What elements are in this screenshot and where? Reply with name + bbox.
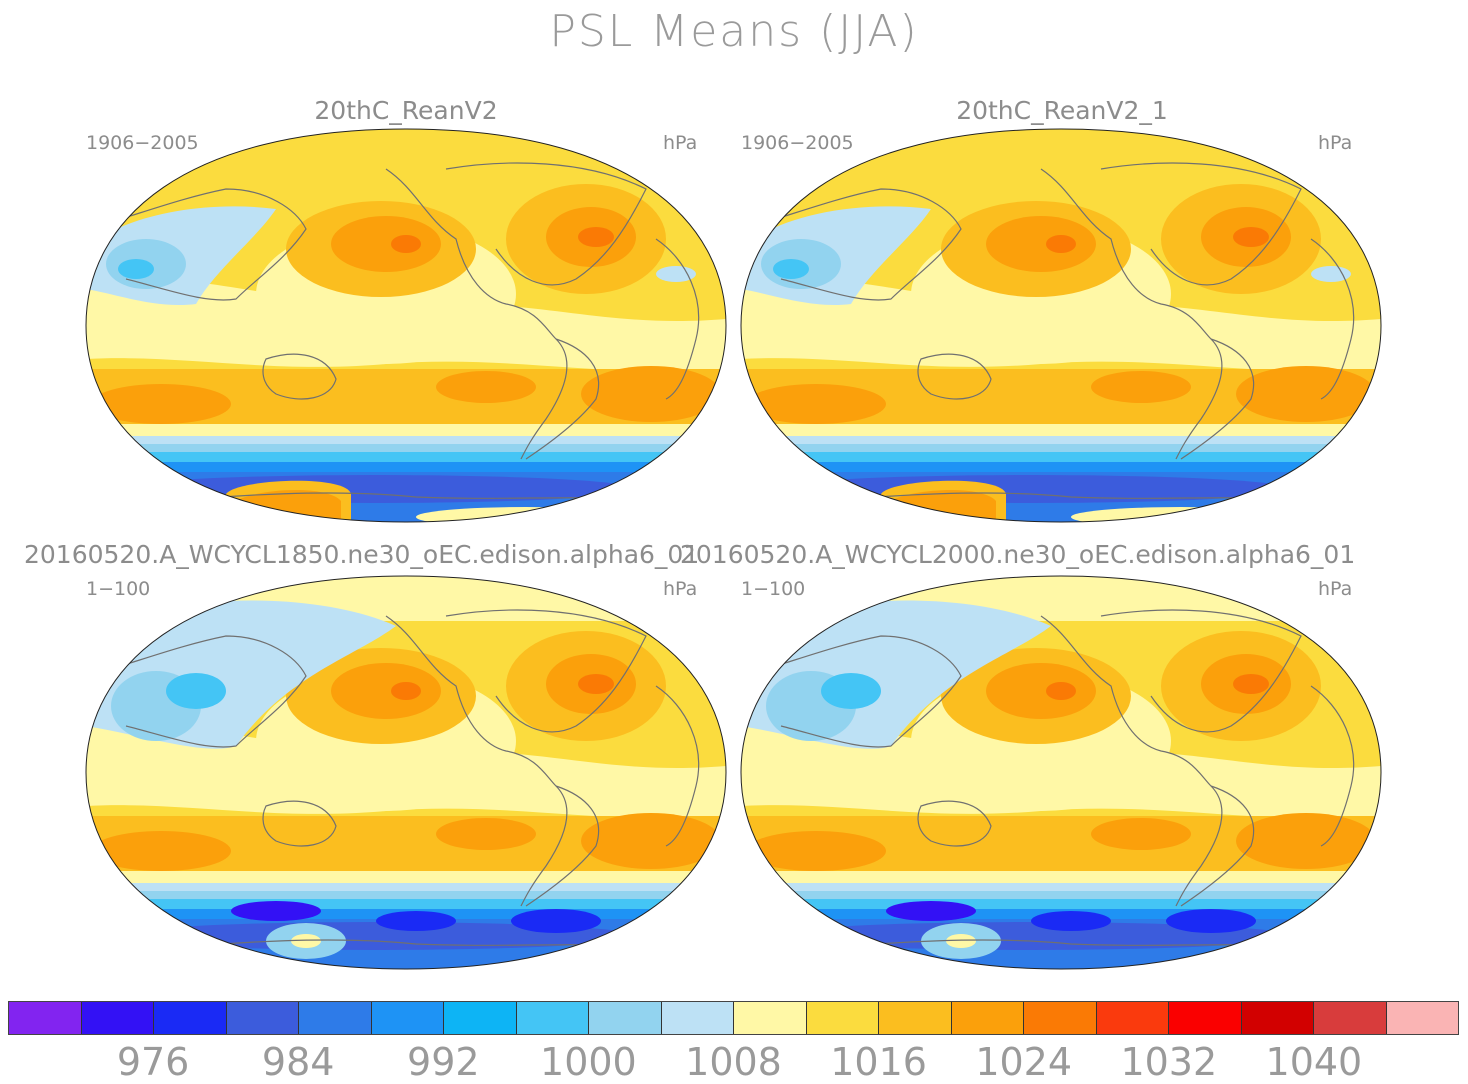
panel-title-2: 20thC_ReanV2_1: [956, 96, 1168, 125]
colorbar-swatch: [9, 1002, 82, 1034]
figure-title: PSL Means (JJA): [549, 6, 919, 57]
colorbar-swatch: [444, 1002, 517, 1034]
panel-title-4: 20160520.A_WCYCL2000.ne30_oEC.edison.alp…: [680, 540, 1356, 569]
panel-units-2: hPa: [1318, 132, 1353, 154]
colorbar-tick-label: 1024: [975, 1040, 1073, 1084]
colorbar: [8, 1001, 1459, 1035]
colorbar-tick-label: 992: [407, 1040, 480, 1084]
panel-units-3: hPa: [663, 578, 698, 600]
colorbar-tick-label: 976: [116, 1040, 190, 1084]
colorbar-swatch: [371, 1002, 444, 1034]
panel-period-1: 1906−2005: [86, 132, 199, 154]
colorbar-swatch: [154, 1002, 227, 1034]
map-panel-4: [740, 575, 1382, 970]
panel-units-1: hPa: [663, 132, 698, 154]
colorbar-tick-label: 984: [261, 1040, 335, 1084]
colorbar-swatch: [734, 1002, 807, 1034]
colorbar-swatch: [226, 1002, 299, 1034]
colorbar-tick-label: 1000: [540, 1040, 637, 1084]
colorbar-tick-label: 1032: [1120, 1040, 1218, 1084]
panel-period-4: 1−100: [741, 578, 806, 600]
colorbar-swatch: [1096, 1002, 1169, 1034]
colorbar-swatch: [589, 1002, 662, 1034]
colorbar-tick-label: 1016: [830, 1040, 927, 1084]
colorbar-swatch: [1241, 1002, 1314, 1034]
panel-period-2: 1906−2005: [741, 132, 854, 154]
colorbar-swatch: [1024, 1002, 1097, 1034]
panel-title-3: 20160520.A_WCYCL1850.ne30_oEC.edison.alp…: [24, 540, 700, 569]
colorbar-swatch: [1386, 1002, 1458, 1034]
panel-period-3: 1−100: [86, 578, 151, 600]
panel-units-4: hPa: [1318, 578, 1353, 600]
colorbar-swatch: [81, 1002, 154, 1034]
colorbar-swatch: [1314, 1002, 1387, 1034]
colorbar-tick-label: 1040: [1265, 1040, 1363, 1084]
colorbar-swatch: [806, 1002, 879, 1034]
map-panel-1: [85, 128, 727, 523]
colorbar-swatch: [879, 1002, 952, 1034]
colorbar-swatch: [299, 1002, 372, 1034]
map-panel-2: [740, 128, 1382, 523]
colorbar-swatch: [1169, 1002, 1242, 1034]
colorbar-swatch: [661, 1002, 734, 1034]
colorbar-tick-label: 1008: [685, 1040, 782, 1084]
colorbar-swatch: [951, 1002, 1024, 1034]
panel-title-1: 20thC_ReanV2: [314, 96, 498, 125]
colorbar-swatch: [516, 1002, 589, 1034]
map-panel-3: [85, 575, 727, 970]
